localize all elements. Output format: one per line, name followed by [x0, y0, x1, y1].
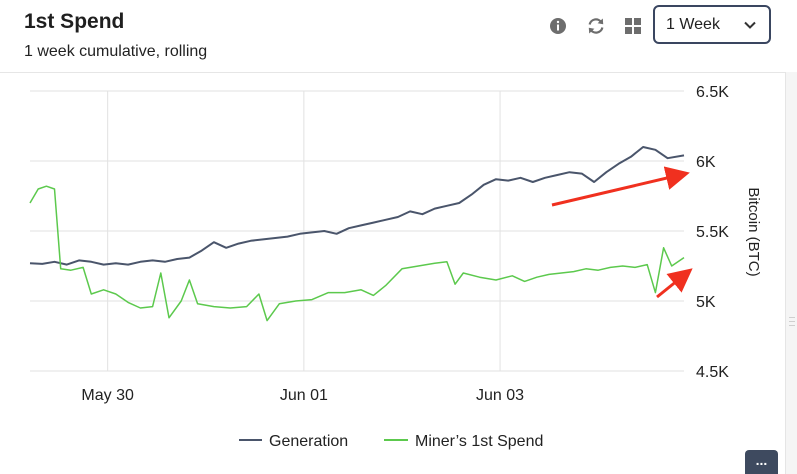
y-axis-label: Bitcoin (BTC): [745, 187, 762, 276]
y-tick-label: 6K: [696, 154, 716, 171]
y-tick-label: 6.5K: [696, 84, 729, 101]
grid-icon[interactable]: [622, 15, 644, 37]
annotation-arrow: [551, 166, 690, 207]
series-line-generation: [29, 146, 685, 266]
scrollbar-track[interactable]: [785, 72, 797, 474]
legend: Generation Miner’s 1st Spend: [239, 433, 543, 450]
x-tick-label: Jun 03: [476, 387, 524, 404]
series-line-miners-first-spend: [29, 185, 685, 322]
page-title: 1st Spend: [24, 10, 125, 33]
annotation-arrow: [656, 268, 693, 299]
more-button[interactable]: ...: [745, 450, 778, 474]
chart-header: 1st Spend 1 week cumulative, rolling 1 W…: [0, 0, 797, 72]
refresh-icon[interactable]: [585, 15, 607, 37]
period-select[interactable]: 1 Week: [653, 5, 771, 44]
chevron-down-icon: [744, 21, 756, 29]
page-subtitle: 1 week cumulative, rolling: [24, 43, 208, 60]
x-tick-label: May 30: [81, 387, 134, 404]
y-tick-label: 4.5K: [696, 364, 729, 381]
period-select-value: 1 Week: [666, 15, 720, 33]
header-divider: [0, 72, 797, 73]
legend-label-miners-first-spend: Miner’s 1st Spend: [415, 433, 543, 450]
y-tick-label: 5K: [696, 294, 716, 311]
info-icon[interactable]: [547, 15, 569, 37]
legend-label-generation: Generation: [269, 433, 348, 450]
y-tick-label: 5.5K: [696, 224, 729, 241]
x-tick-label: Jun 01: [280, 387, 328, 404]
